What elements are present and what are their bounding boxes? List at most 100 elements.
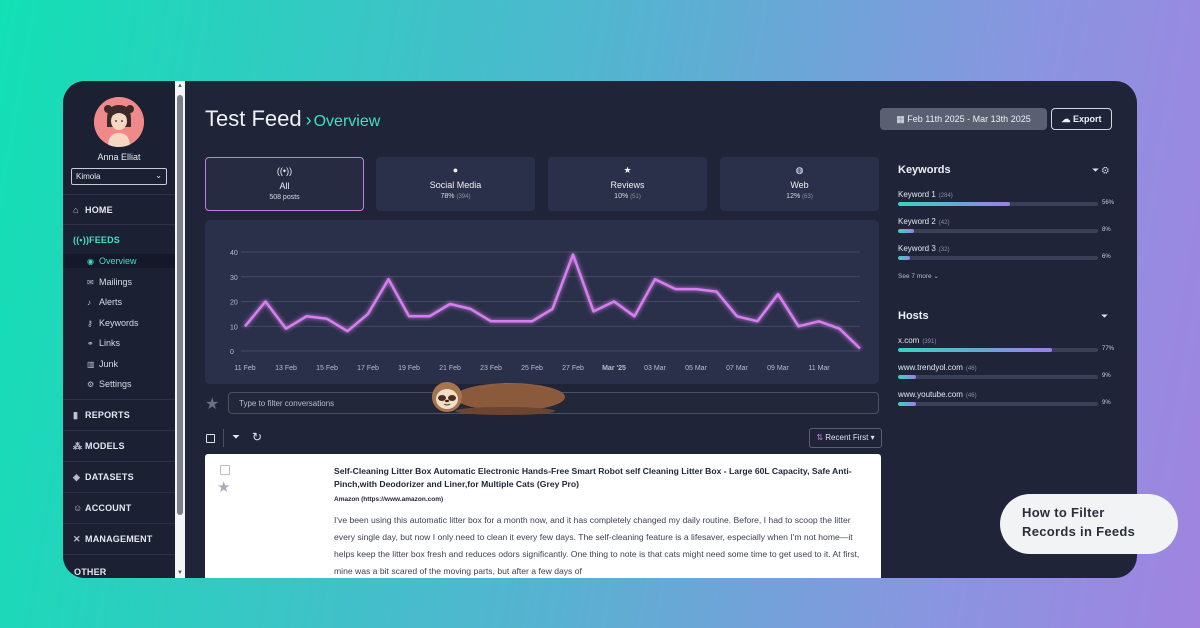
sidebar-item-label: Overview bbox=[99, 256, 137, 266]
nav-datasets[interactable]: ◈ DATASETS bbox=[73, 472, 134, 483]
sidebar-item-label: Alerts bbox=[99, 297, 123, 307]
card-stat-value: 12% bbox=[786, 193, 801, 200]
date-range-button[interactable]: ▦ Feb 11th 2025 - Mar 13th 2025 bbox=[880, 108, 1047, 130]
avatar[interactable] bbox=[94, 97, 144, 147]
chart-x-tick-label: 25 Feb bbox=[521, 365, 543, 372]
chat-icon: ◉ bbox=[87, 257, 94, 266]
keyword-pct: 8% bbox=[1102, 227, 1111, 233]
card-reviews[interactable]: ★ Reviews 10% (51) bbox=[548, 157, 707, 211]
nav-models-label: MODELS bbox=[85, 441, 125, 451]
filter-icon[interactable]: ⏷ bbox=[232, 432, 240, 443]
post-source[interactable]: Amazon (https://www.amazon.com) bbox=[334, 496, 444, 503]
sidebar-item-label: Junk bbox=[99, 359, 119, 369]
page-title: Test Feed › Overview bbox=[205, 106, 380, 132]
post-checkbox[interactable] bbox=[220, 465, 230, 475]
card-stat-count: (51) bbox=[630, 194, 641, 200]
chart-x-tick-label: 21 Feb bbox=[439, 365, 461, 372]
card-web[interactable]: ◍ Web 12% (63) bbox=[720, 157, 879, 211]
card-stat: 12% (63) bbox=[720, 193, 879, 200]
export-label: Export bbox=[1073, 114, 1102, 124]
divider bbox=[63, 554, 175, 555]
host-item-label[interactable]: x.com (391) bbox=[898, 336, 936, 345]
user-gear-icon: ☺ bbox=[73, 503, 83, 513]
sloth-illustration bbox=[432, 382, 565, 415]
host-bar-fill bbox=[898, 348, 1052, 352]
keyword-item-label[interactable]: Keyword 2 (42) bbox=[898, 217, 949, 226]
keyword-bar-fill bbox=[898, 256, 910, 260]
broadcast-icon: ((•)) bbox=[276, 166, 293, 176]
host-bar bbox=[898, 402, 1098, 406]
host-count: (46) bbox=[965, 393, 977, 399]
calendar-icon: ▦ bbox=[896, 114, 908, 124]
link-icon: ⚭ bbox=[87, 339, 94, 348]
host-bar bbox=[898, 375, 1098, 379]
divider bbox=[63, 224, 175, 225]
divider bbox=[63, 399, 175, 400]
posts-chart: 0 10 20 30 40 11 Feb 13 Feb 15 Feb 17 Feb 19 Feb… bbox=[205, 220, 879, 384]
nav-models[interactable]: ⁂ MODELS bbox=[73, 441, 125, 452]
chart-x-tick-label: 11 Mar bbox=[808, 365, 830, 372]
sidebar-item-overview[interactable]: ◉ Overview bbox=[87, 256, 137, 266]
nav-feeds[interactable]: ((•))FEEDS bbox=[73, 235, 120, 245]
sidebar-item-alerts[interactable]: ♪ Alerts bbox=[87, 297, 122, 307]
keyword-count: (32) bbox=[938, 247, 950, 253]
select-all-checkbox[interactable] bbox=[206, 434, 215, 443]
chart-x-tick-label: 13 Feb bbox=[275, 365, 297, 372]
gear-icon[interactable]: ⚙ bbox=[1101, 165, 1109, 175]
host-item-label[interactable]: www.trendyol.com (46) bbox=[898, 363, 977, 372]
org-select[interactable]: Kimola ⌄ bbox=[71, 168, 167, 185]
nav-home[interactable]: ⌂ HOME bbox=[73, 205, 113, 215]
refresh-icon[interactable]: ↻ bbox=[252, 430, 263, 444]
star-filter-icon[interactable]: ★ bbox=[205, 396, 220, 413]
nav-account[interactable]: ☺ ACCOUNT bbox=[73, 503, 131, 513]
card-stat-value: 508 posts bbox=[269, 194, 300, 201]
card-social-media[interactable]: ● Social Media 78% (394) bbox=[376, 157, 535, 211]
nav-other[interactable]: OTHER bbox=[74, 567, 107, 577]
divider bbox=[63, 523, 175, 524]
keyword-item-label[interactable]: Keyword 1 (284) bbox=[898, 190, 953, 199]
breadcrumb-overview[interactable]: Overview bbox=[313, 113, 381, 130]
card-all[interactable]: ((•)) All 508 posts bbox=[205, 157, 364, 211]
card-stat-count: (63) bbox=[802, 194, 813, 200]
chart-x-tick-label: 19 Feb bbox=[398, 365, 420, 372]
star-icon[interactable]: ★ bbox=[217, 479, 231, 496]
sort-dropdown[interactable]: ⇅ Recent First ▾ bbox=[809, 428, 882, 448]
hosts-title: Hosts bbox=[898, 310, 929, 322]
nav-reports[interactable]: ▮ REPORTS bbox=[73, 410, 130, 421]
post-card: ★ Self-Cleaning Litter Box Automatic Ele… bbox=[205, 454, 881, 578]
post-body: I've been using this automatic litter bo… bbox=[334, 515, 860, 576]
tools-icon: ✕ bbox=[73, 534, 81, 544]
keyword-count: (284) bbox=[938, 193, 953, 199]
scroll-up-icon[interactable]: ▲ bbox=[177, 83, 183, 89]
sidebar-item-junk[interactable]: ▥ Junk bbox=[87, 359, 118, 369]
sidebar-item-mailings[interactable]: ✉ Mailings bbox=[87, 277, 132, 287]
keyword-item-label[interactable]: Keyword 3 (32) bbox=[898, 244, 949, 253]
sidebar-item-keywords[interactable]: ⚷ Keywords bbox=[87, 318, 139, 328]
date-range-label: Feb 11th 2025 - Mar 13th 2025 bbox=[907, 114, 1031, 124]
nav-management[interactable]: ✕ MANAGEMENT bbox=[73, 534, 153, 545]
sidebar-item-links[interactable]: ⚭ Links bbox=[87, 338, 120, 348]
chart-x-tick-label: 03 Mar bbox=[644, 365, 666, 372]
see-more-label: See 7 more bbox=[898, 273, 932, 280]
nav-datasets-label: DATASETS bbox=[85, 472, 134, 482]
host-item-label[interactable]: www.youtube.com (46) bbox=[898, 390, 977, 399]
sidebar-scrollbar-thumb[interactable] bbox=[177, 95, 183, 515]
filter-icon[interactable]: ⏷ bbox=[1092, 165, 1100, 175]
chart-series-line bbox=[244, 253, 861, 350]
chart-x-tick-label: 07 Mar bbox=[726, 365, 748, 372]
chevron-down-icon: ⌄ bbox=[155, 171, 162, 180]
feed-title: Test Feed bbox=[205, 106, 302, 131]
gear-icon: ⚙ bbox=[87, 380, 95, 389]
see-more-link[interactable]: See 7 more ⌄ bbox=[898, 272, 939, 280]
export-button[interactable]: ☁ Export bbox=[1051, 108, 1112, 130]
chart-x-tick-label: 17 Feb bbox=[357, 365, 379, 372]
star-pen-icon: ★ bbox=[623, 165, 632, 175]
post-title[interactable]: Self-Cleaning Litter Box Automatic Elect… bbox=[334, 466, 852, 489]
divider bbox=[63, 492, 175, 493]
sort-label: Recent First bbox=[825, 433, 869, 442]
sidebar-item-settings[interactable]: ⚙ Settings bbox=[87, 379, 132, 389]
card-stat: 10% (51) bbox=[548, 193, 707, 200]
keyword-bar bbox=[898, 202, 1098, 206]
scroll-down-icon[interactable]: ▼ bbox=[177, 570, 183, 576]
filter-icon[interactable]: ⏷ bbox=[1101, 311, 1109, 321]
